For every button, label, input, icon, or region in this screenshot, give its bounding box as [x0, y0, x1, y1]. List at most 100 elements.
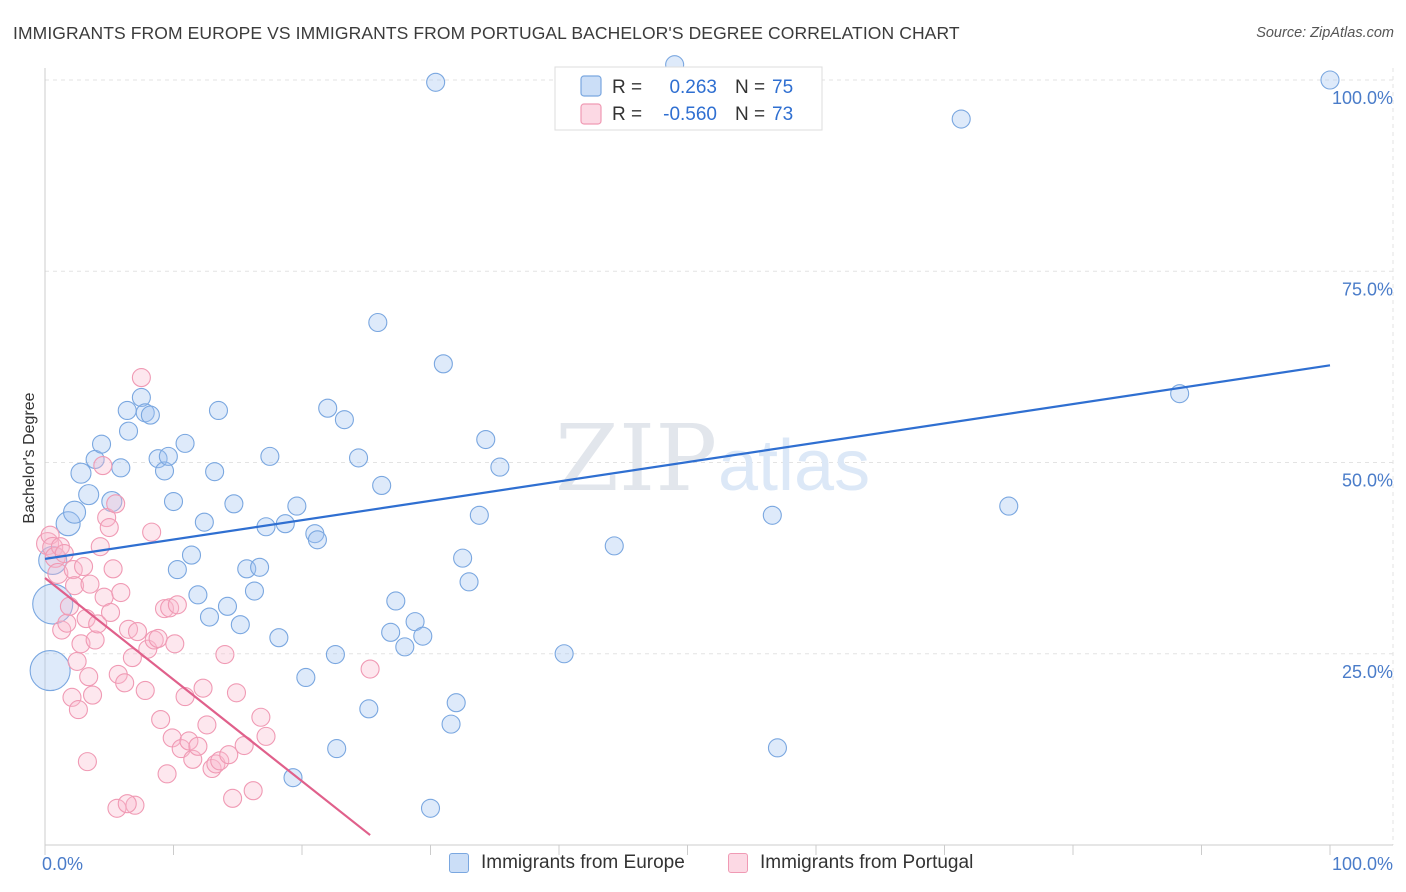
legend-r-label-europe: R =	[612, 77, 642, 98]
legend-r-value-portugal: -0.560	[663, 104, 717, 125]
legend-n-value-portugal: 73	[772, 104, 793, 125]
legend-label-portugal: Immigrants from Portugal	[760, 852, 974, 873]
point-portugal	[188, 736, 208, 756]
legend-item-portugal: Immigrants from Portugal	[728, 852, 973, 874]
legend-swatch-portugal	[580, 103, 602, 125]
trend-lines	[44, 364, 1331, 836]
point-europe	[135, 403, 155, 423]
point-europe	[269, 628, 289, 648]
y-axis-label: Bachelor's Degree	[21, 392, 38, 523]
legend-item-europe: Immigrants from Europe	[449, 852, 685, 874]
point-europe	[348, 448, 369, 468]
point-europe	[381, 622, 401, 642]
x-tick-labels: 0.0% 100.0%	[42, 854, 1393, 874]
point-portugal	[167, 595, 187, 615]
legend-swatch-portugal-bottom	[728, 853, 748, 873]
point-europe	[604, 536, 624, 556]
point-portugal	[71, 634, 91, 654]
point-portugal	[88, 614, 108, 634]
point-portugal	[85, 630, 105, 650]
point-portugal	[215, 644, 235, 665]
legend-n-label-europe: N =	[735, 77, 765, 98]
point-portugal	[106, 494, 126, 514]
point-europe	[205, 462, 225, 482]
axes	[44, 68, 1393, 855]
series-legend: Immigrants from Europe Immigrants from P…	[0, 852, 1406, 878]
point-europe	[446, 693, 466, 713]
point-portugal	[68, 700, 88, 720]
point-europe	[117, 400, 137, 421]
point-portugal	[160, 598, 180, 618]
point-europe	[453, 548, 473, 568]
point-europe	[70, 462, 92, 484]
point-europe	[368, 312, 388, 333]
grid-lines	[45, 68, 1394, 845]
point-europe	[250, 557, 270, 577]
point-portugal	[117, 794, 137, 814]
point-europe	[296, 667, 316, 688]
point-europe	[395, 637, 415, 657]
legend-swatch-europe-bottom	[449, 853, 469, 873]
legend-r-label-portugal: R =	[612, 104, 642, 125]
point-europe	[78, 484, 100, 506]
point-portugal	[154, 599, 175, 619]
y-tick-labels: 25.0% 50.0% 75.0% 100.0%	[1332, 88, 1393, 682]
y-tick-label-25: 25.0%	[1342, 662, 1393, 682]
point-europe	[154, 461, 175, 481]
point-portugal	[157, 764, 177, 784]
point-portugal	[107, 798, 127, 818]
point-europe	[999, 496, 1019, 516]
point-portugal	[226, 683, 247, 703]
legend-swatch-europe	[580, 75, 602, 97]
point-europe	[167, 560, 187, 580]
point-portugal	[256, 726, 276, 746]
point-portugal	[57, 613, 77, 633]
point-europe	[199, 607, 220, 627]
y-tick-label-75: 75.0%	[1342, 279, 1393, 299]
point-portugal	[175, 687, 195, 707]
point-europe	[359, 699, 379, 719]
point-portugal	[62, 687, 82, 707]
point-europe	[131, 387, 151, 408]
point-portugal	[115, 673, 135, 693]
point-portugal	[99, 517, 119, 538]
trend-line-portugal	[44, 577, 371, 836]
point-portugal	[223, 788, 243, 808]
point-portugal	[151, 709, 171, 730]
point-portugal	[77, 752, 97, 772]
point-europe	[230, 615, 250, 635]
point-europe	[163, 491, 184, 512]
point-europe	[762, 505, 782, 525]
point-europe	[426, 72, 446, 92]
point-portugal	[127, 622, 148, 642]
point-europe	[29, 650, 71, 692]
point-europe	[140, 405, 160, 425]
point-portugal	[82, 685, 103, 705]
legend-label-europe: Immigrants from Europe	[481, 852, 685, 873]
point-portugal	[90, 537, 110, 557]
point-europe	[334, 410, 354, 430]
point-europe	[244, 581, 265, 601]
point-europe	[111, 458, 131, 478]
point-portugal	[131, 368, 151, 388]
point-europe	[188, 585, 208, 605]
point-europe	[158, 446, 178, 466]
point-europe	[55, 511, 81, 537]
point-europe	[224, 494, 244, 514]
point-europe	[386, 591, 406, 611]
point-portugal	[243, 781, 263, 801]
point-portugal	[80, 574, 100, 594]
point-portugal	[74, 556, 94, 577]
point-europe	[260, 446, 280, 466]
point-europe	[325, 644, 345, 665]
point-portugal	[47, 562, 69, 584]
point-portugal	[251, 707, 271, 727]
point-europe	[283, 768, 303, 788]
point-europe	[217, 596, 238, 616]
point-europe	[469, 505, 489, 525]
point-portugal	[148, 628, 168, 649]
point-europe	[951, 109, 971, 129]
point-portugal	[165, 634, 185, 654]
y-tick-label-50: 50.0%	[1342, 471, 1393, 491]
watermark: ZIP atlas	[555, 405, 870, 512]
